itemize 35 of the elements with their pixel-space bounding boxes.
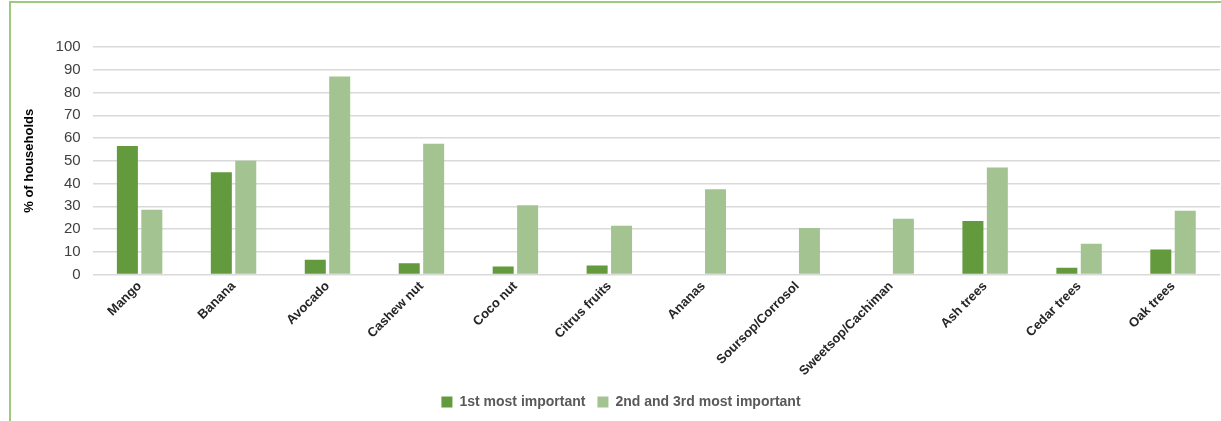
legend-label: 2nd and 3rd most important — [615, 392, 801, 409]
y-tick-label: 0 — [72, 264, 81, 282]
bar — [1056, 267, 1078, 274]
bar — [116, 145, 138, 274]
y-tick-label: 70 — [63, 105, 81, 123]
y-tick-label: 80 — [63, 82, 81, 100]
bar — [798, 227, 820, 274]
bar — [235, 160, 257, 274]
legend-label: 1st most important — [459, 392, 586, 409]
y-tick-label: 40 — [63, 173, 81, 191]
bar — [705, 189, 726, 274]
bar — [1080, 243, 1102, 274]
bar — [141, 209, 163, 274]
bar — [398, 263, 420, 274]
y-tick-label: 10 — [63, 241, 81, 259]
bar — [1174, 210, 1196, 274]
bar — [1150, 249, 1172, 274]
bar — [329, 76, 351, 274]
bar — [492, 266, 514, 274]
bar — [586, 265, 608, 274]
bar — [423, 143, 445, 274]
y-tick-label: 100 — [55, 37, 81, 55]
y-tick-label: 20 — [63, 219, 81, 237]
bar — [892, 218, 914, 274]
bar — [517, 205, 539, 274]
y-tick-label: 30 — [63, 196, 81, 214]
y-tick-label: 90 — [63, 59, 81, 77]
bar — [962, 221, 984, 274]
bar — [986, 167, 1008, 274]
bar — [304, 259, 326, 274]
y-tick-label: 60 — [63, 128, 81, 146]
y-axis-title: % of households — [21, 108, 37, 213]
y-tick-label: 50 — [63, 150, 81, 168]
bar — [210, 172, 232, 274]
bar — [611, 225, 633, 274]
